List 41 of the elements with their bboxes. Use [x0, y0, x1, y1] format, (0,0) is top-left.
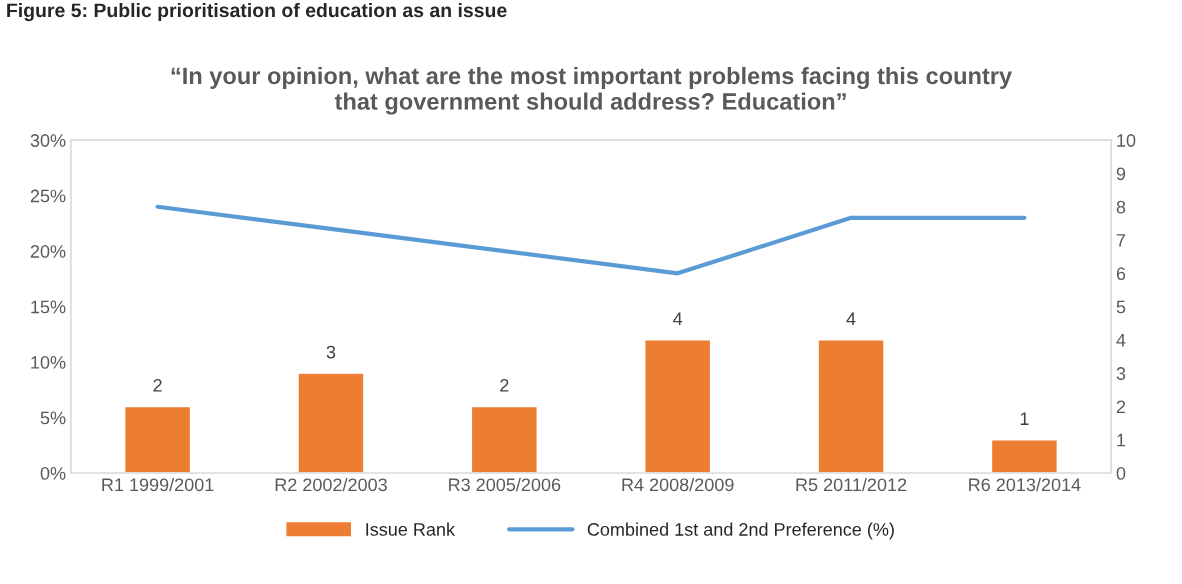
- x-tick-label: R6 2013/2014: [969, 477, 1081, 492]
- data-label: 1: [1020, 412, 1029, 425]
- y-tick-label: 20%: [30, 245, 66, 258]
- chart-title: “In your opinion, what are the most important problems facing this country that government should address? Education”: [171, 66, 1012, 115]
- bar: [123, 405, 192, 474]
- x-tick-label: R4 2008/2009: [622, 477, 734, 492]
- x-tick-label: R1 1999/2001: [102, 477, 214, 492]
- bar: [470, 405, 538, 474]
- caption: Figure 5: Public prioritisation of education as an issue: [7, 2, 507, 22]
- bar: [817, 339, 885, 474]
- y2-tick-label: 7: [1116, 234, 1126, 247]
- y2-tick-label: 5: [1116, 300, 1126, 314]
- y2-tick-label: 3: [1116, 367, 1126, 380]
- y-tick-label: 0%: [40, 466, 66, 480]
- bar: [990, 439, 1059, 474]
- data-label: 3: [326, 345, 336, 359]
- y-tick-label: 10%: [31, 356, 66, 369]
- data-label: 4: [846, 312, 856, 326]
- x-tick-label: R3 2005/2006: [449, 477, 561, 492]
- y2-tick-label: 4: [1116, 334, 1126, 347]
- y2-tick-label: 8: [1116, 200, 1126, 214]
- y2-tick-label: 9: [1116, 167, 1126, 181]
- y2-tick-label: 1: [1117, 433, 1126, 447]
- data-label: 2: [500, 379, 509, 392]
- y-tick-label: 30%: [30, 134, 66, 147]
- data-label: 4: [673, 312, 683, 326]
- legend-label: Combined 1st and 2nd Preference (%): [587, 522, 894, 540]
- data-label: 2: [153, 379, 162, 392]
- bar: [644, 339, 712, 474]
- y2-tick-label: 2: [1116, 400, 1126, 414]
- legend-label: Issue Rank: [366, 522, 456, 536]
- y2-tick-label: 6: [1116, 267, 1126, 281]
- y-tick-label: 15%: [31, 300, 66, 314]
- y2-tick-label: 10: [1117, 134, 1136, 147]
- y-tick-label: 25%: [30, 189, 66, 203]
- y2-tick-label: 0: [1116, 466, 1126, 480]
- x-tick-label: R2 2002/2003: [275, 477, 387, 492]
- x-tick-label: R5 2011/2012: [796, 477, 907, 492]
- y-tick-label: 5%: [40, 411, 66, 425]
- bar: [297, 372, 365, 474]
- line-series: [155, 204, 1027, 276]
